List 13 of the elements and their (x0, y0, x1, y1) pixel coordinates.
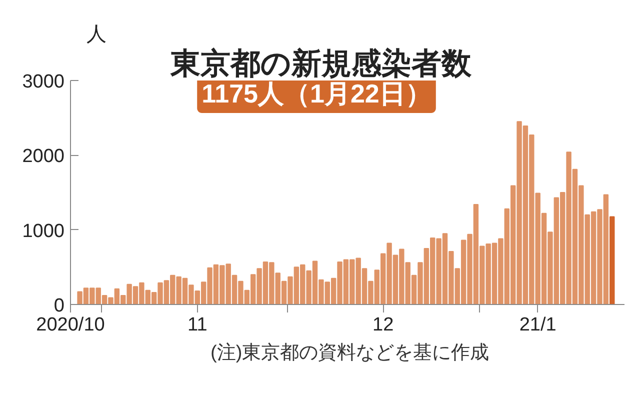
chart-subtitle: 1175人（1月22日） (202, 78, 432, 108)
x-tick-label: 2020/10 (36, 314, 105, 336)
x-tick-label: 11 (188, 314, 208, 336)
x-tick-label: 12 (372, 314, 394, 336)
y-tick-label: 3000 (22, 72, 65, 92)
y-tick-label: 1000 (22, 220, 65, 242)
chart-title: 東京都の新規感染者数 (170, 46, 472, 80)
y-tick-label: 0 (54, 296, 65, 316)
y-tick-label: 2000 (22, 146, 65, 168)
y-axis-title: 人 (86, 24, 106, 46)
bar (610, 216, 615, 304)
text: (注)東京都の資料などを基に作成 (210, 342, 490, 364)
x-tick-label: 21/1 (519, 314, 556, 336)
